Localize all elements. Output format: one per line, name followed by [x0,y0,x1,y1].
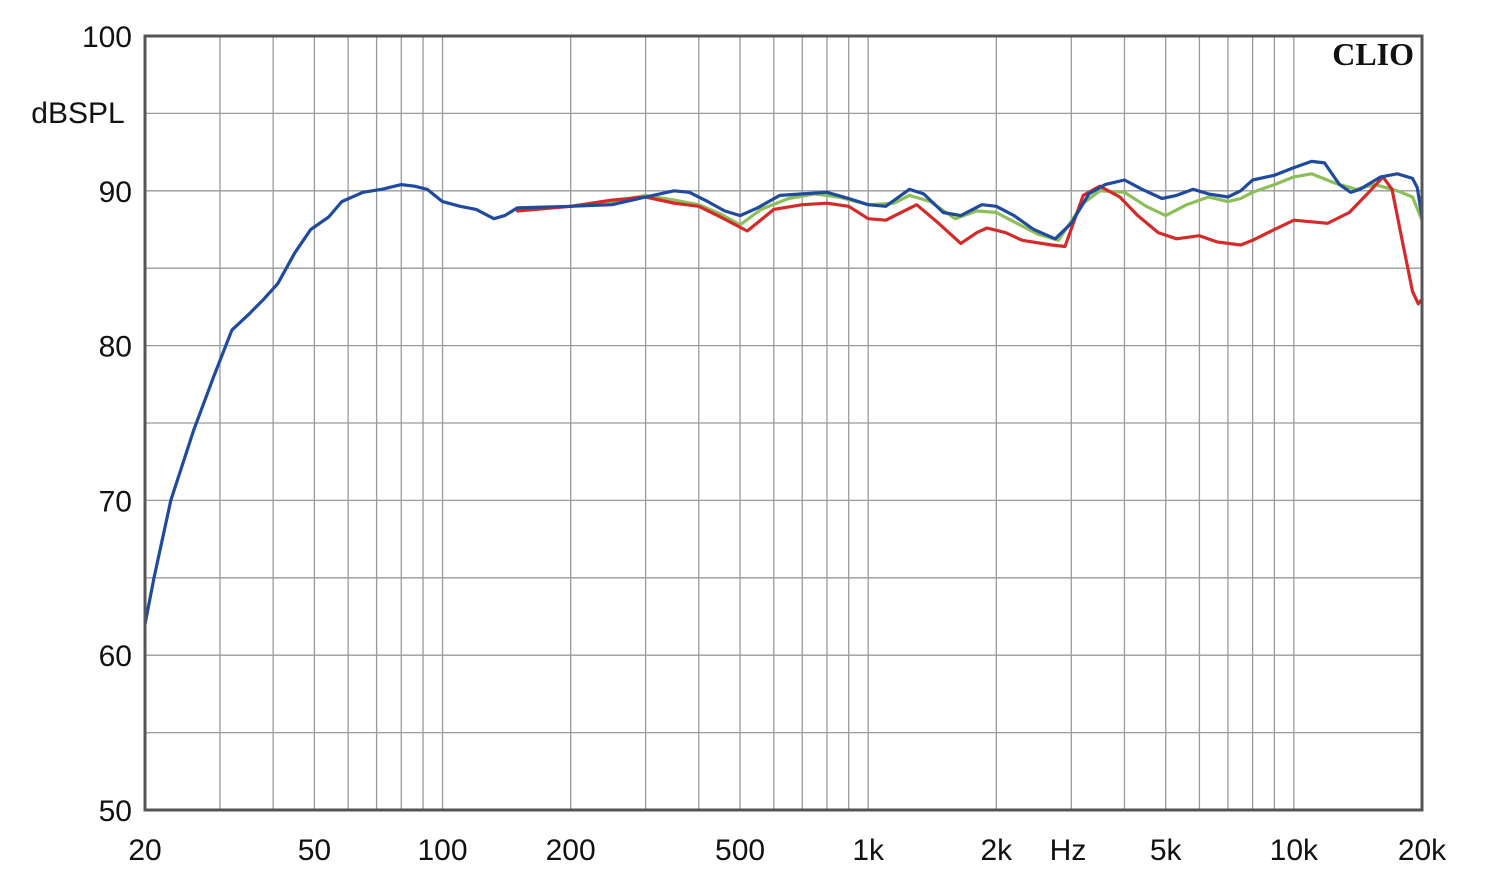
x-tick-label: 2k [980,834,1013,867]
y-tick-label: 70 [99,485,132,518]
x-tick-label: 20k [1398,834,1447,867]
clio-watermark: CLIO [1332,36,1414,72]
series-line-1 [515,172,1424,242]
x-tick-label: 50 [298,834,331,867]
y-tick-label: 90 [99,176,132,209]
y-tick-label: 50 [99,795,132,828]
y-tick-label: 60 [99,640,132,673]
y-tick-label: 100 [82,21,132,54]
y-tick-labels: 50 60 70 80 90 100 [82,21,132,828]
x-tick-label: 20 [128,834,161,867]
plot-frame [143,34,1424,812]
grid-lines [145,36,1422,810]
x-tick-label: 10k [1270,834,1319,867]
x-tick-label: 500 [715,834,765,867]
x-tick-label: 5k [1150,834,1183,867]
series-layer [143,159,1424,626]
series-line-2 [515,175,1424,306]
y-axis-label: dBSPL [31,97,124,130]
x-tick-label: 200 [546,834,596,867]
x-tick-label: 1k [852,834,885,867]
x-tick-labels: 20 50 100 200 500 1k 2k 5k 10k 20k [128,834,1447,867]
series-line-3 [143,159,1424,626]
x-tick-label: 100 [417,834,467,867]
y-tick-label: 80 [99,331,132,364]
x-axis-label: Hz [1050,834,1087,867]
